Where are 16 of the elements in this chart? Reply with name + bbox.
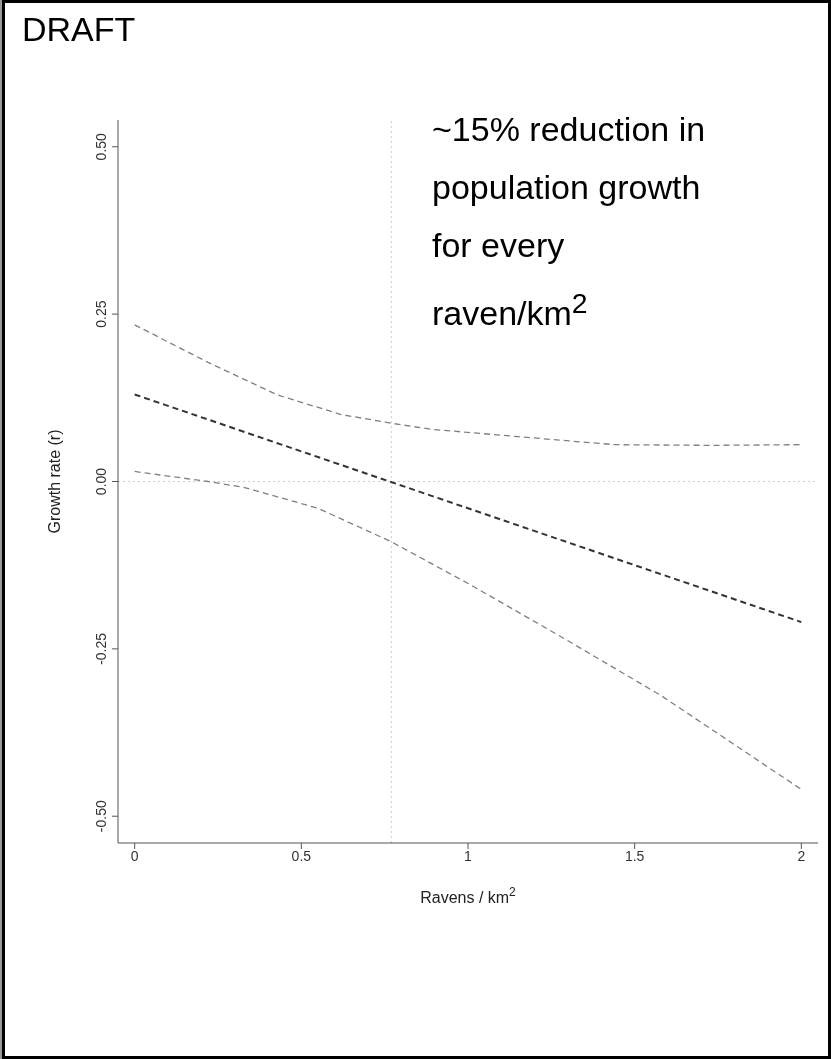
y-tick-label: 0.00 [93,467,109,496]
x-tick-label: 1.5 [624,847,645,864]
y-axis-title: Growth rate (r) [46,429,63,534]
annotation: ~15% reduction in population growth for every raven/km$^{2}$ [432,109,707,335]
x-tick-label: 2 [797,847,806,864]
x-axis-title: Ravens / km$^{2}$ [420,885,517,906]
x-tick-label: 0.5 [291,847,312,864]
text: DRAFT [22,10,136,49]
y-tick-label: -0.50 [93,800,109,833]
y-tick-label: 0.25 [93,300,109,328]
line-series [134,324,802,446]
y-tick-label: -0.25 [93,632,109,665]
y-tick-label: 0.50 [93,132,109,161]
x-tick-label: 1 [464,847,473,864]
line-series [134,470,802,791]
x-tick-label: 0 [130,847,139,864]
